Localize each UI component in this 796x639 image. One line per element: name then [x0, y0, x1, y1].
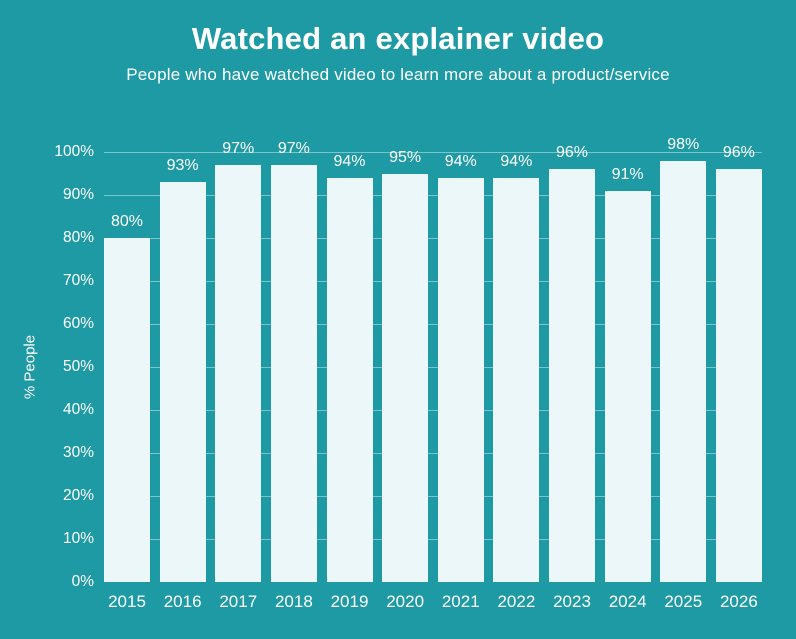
gridline-90 — [104, 195, 762, 196]
y-tick-label-0: 0% — [71, 573, 94, 590]
bar-2015 — [104, 238, 150, 582]
gridline-60 — [104, 324, 762, 325]
y-axis: 0% 10% 20% 30% 40% 50% 60% 70% 80% 90% 100% — [0, 143, 96, 590]
bar-column-2020: 95% 2020 — [382, 149, 429, 611]
gridline-30 — [104, 453, 762, 454]
y-tick-label-40: 40% — [62, 401, 94, 418]
bar-value-label-2017: 97% — [222, 139, 255, 157]
bar-column-2022: 94% 2022 — [493, 152, 540, 611]
bar-column-2021: 94% 2021 — [437, 152, 484, 611]
x-tick-label-2020: 2020 — [386, 592, 425, 611]
bar-column-2015: 80% 2015 — [104, 152, 150, 611]
bar-value-label-2023: 96% — [555, 144, 589, 162]
bar-column-2019: 94% 2019 — [326, 152, 373, 611]
x-tick-label-2024: 2024 — [608, 592, 647, 611]
plot-area: 80% 2015 93% 2016 97% 2017 97% 2018 94% 2019 95% 20… — [104, 136, 762, 611]
bar-2018 — [270, 164, 317, 582]
bar-value-label-2022: 94% — [500, 152, 533, 170]
x-tick-label-2023: 2023 — [553, 592, 591, 611]
gridline-50 — [104, 367, 762, 368]
y-tick-label-10: 10% — [62, 530, 94, 547]
bar-value-label-2015: 80% — [110, 213, 144, 230]
bar-value-label-2025: 98% — [667, 135, 700, 153]
y-tick-label-80: 80% — [62, 229, 94, 246]
bar-value-label-2019: 94% — [333, 152, 366, 170]
bar-column-2016: 93% 2016 — [159, 152, 206, 611]
x-tick-label-2026: 2026 — [719, 592, 758, 611]
bar-value-label-2024: 91% — [611, 165, 644, 183]
bar-column-2024: 91% 2024 — [604, 152, 651, 611]
bar-2020 — [382, 173, 429, 582]
gridline-80 — [104, 238, 762, 239]
bar-2017 — [215, 164, 262, 582]
x-tick-label-2015: 2015 — [108, 592, 146, 611]
bar-2022 — [493, 177, 540, 582]
bar-2016 — [159, 182, 206, 582]
y-tick-label-60: 60% — [62, 315, 94, 332]
bar-column-2018: 97% 2018 — [270, 140, 317, 611]
bar-column-2023: 96% 2023 — [549, 144, 595, 611]
bar-column-2025: 98% 2025 — [660, 136, 707, 611]
bar-2024 — [604, 190, 651, 582]
x-tick-label-2018: 2018 — [274, 592, 313, 611]
bar-2021 — [437, 177, 484, 582]
x-tick-label-2016: 2016 — [163, 592, 202, 611]
gridline-70 — [104, 281, 762, 282]
y-tick-label-100: 100% — [54, 143, 94, 160]
bar-value-label-2026: 96% — [722, 144, 755, 162]
x-tick-label-2021: 2021 — [441, 592, 480, 611]
gridline-20 — [104, 496, 762, 497]
bar-2019 — [326, 177, 373, 582]
gridline-40 — [104, 410, 762, 411]
chart-title: Watched an explainer video — [191, 21, 605, 56]
bar-value-label-2018: 97% — [277, 139, 310, 157]
gridline-100 — [104, 152, 762, 153]
bar-value-label-2016: 93% — [166, 157, 199, 175]
y-tick-label-30: 30% — [62, 444, 94, 461]
x-tick-label-2022: 2022 — [497, 592, 536, 611]
bar-2023 — [549, 169, 595, 582]
y-tick-label-20: 20% — [62, 487, 94, 504]
bar-column-2017: 97% 2017 — [215, 140, 262, 611]
bar-value-label-2020: 95% — [389, 148, 422, 166]
x-tick-label-2019: 2019 — [330, 592, 369, 611]
bar-value-label-2021: 94% — [444, 152, 477, 170]
chart-subtitle: People who have watched video to learn m… — [126, 65, 670, 84]
bar-column-2026: 96% 2026 — [715, 144, 762, 611]
bar-2026 — [715, 169, 762, 582]
y-tick-label-90: 90% — [62, 186, 94, 203]
x-tick-label-2017: 2017 — [219, 592, 258, 611]
y-tick-label-70: 70% — [62, 272, 94, 289]
gridline-10 — [104, 539, 762, 540]
bar-2025 — [660, 160, 707, 582]
x-tick-label-2025: 2025 — [664, 592, 703, 611]
y-tick-label-50: 50% — [62, 358, 94, 375]
